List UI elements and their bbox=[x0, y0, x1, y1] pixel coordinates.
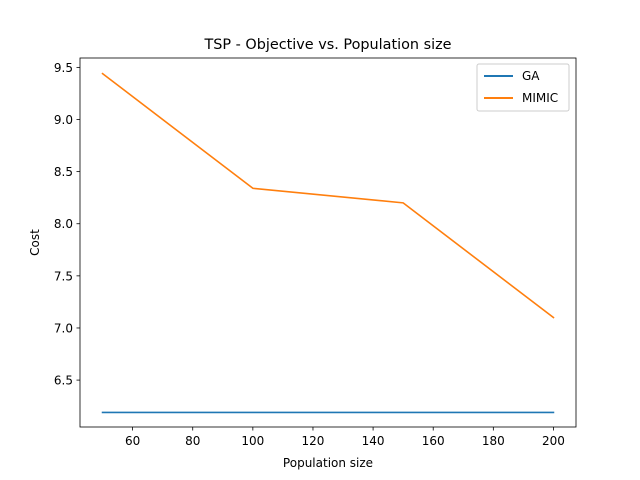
x-tick-label: 120 bbox=[302, 434, 325, 448]
x-tick-label: 160 bbox=[422, 434, 445, 448]
legend-label-mimic: MIMIC bbox=[522, 91, 558, 105]
y-tick-label: 9.5 bbox=[54, 61, 73, 75]
legend: GA MIMIC bbox=[476, 63, 570, 112]
x-axis-label: Population size bbox=[283, 456, 373, 470]
x-tick-label: 80 bbox=[185, 434, 200, 448]
x-axis-ticks: 60 80 100 120 140 160 180 200 bbox=[125, 427, 565, 448]
y-axis-label: Cost bbox=[28, 229, 42, 256]
y-tick-label: 6.5 bbox=[54, 374, 73, 388]
plot-area-frame bbox=[79, 57, 577, 428]
y-tick-label: 9.0 bbox=[54, 113, 73, 127]
x-tick-label: 180 bbox=[482, 434, 505, 448]
x-tick-label: 200 bbox=[542, 434, 565, 448]
y-axis-ticks: 6.5 7.0 7.5 8.0 8.5 9.0 9.5 bbox=[54, 61, 80, 388]
series-lines bbox=[101, 72, 555, 414]
y-tick-label: 8.5 bbox=[54, 165, 73, 179]
y-tick-label: 7.5 bbox=[54, 269, 73, 283]
legend-label-ga: GA bbox=[522, 69, 540, 83]
x-tick-label: 60 bbox=[125, 434, 140, 448]
y-tick-label: 7.0 bbox=[54, 321, 73, 335]
series-line-mimic bbox=[101, 72, 555, 319]
chart-title: TSP - Objective vs. Population size bbox=[203, 37, 451, 53]
x-tick-label: 140 bbox=[362, 434, 385, 448]
x-tick-label: 100 bbox=[241, 434, 264, 448]
y-tick-label: 8.0 bbox=[54, 217, 73, 231]
